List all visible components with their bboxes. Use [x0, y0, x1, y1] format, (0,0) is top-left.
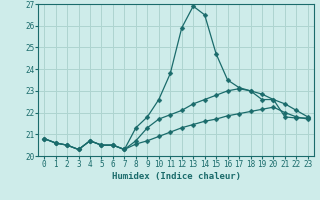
X-axis label: Humidex (Indice chaleur): Humidex (Indice chaleur)	[111, 172, 241, 181]
